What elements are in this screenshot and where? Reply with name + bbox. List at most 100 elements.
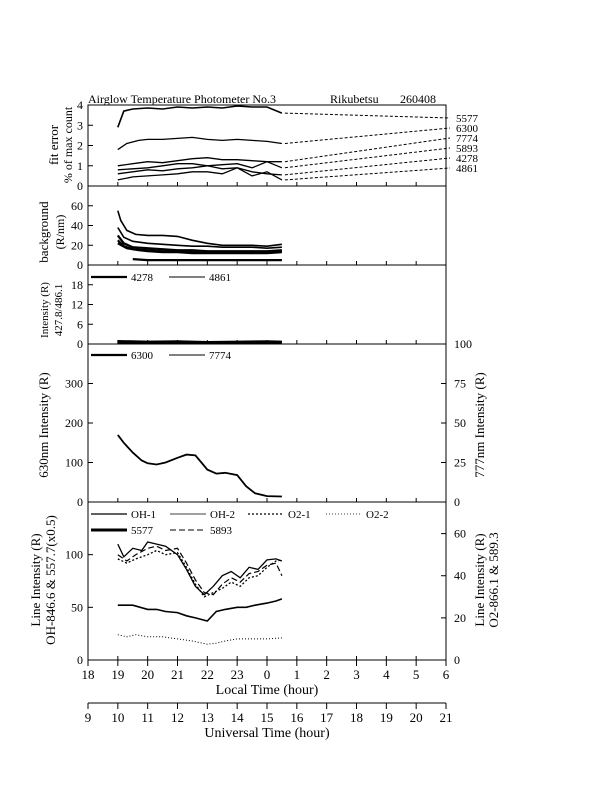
legend-label-4861: 4861: [209, 272, 231, 284]
legend-connector-6300: [284, 127, 451, 144]
y-tick-label: 20: [454, 611, 466, 625]
legend-label-5577: 5577: [131, 525, 154, 537]
y-tick-label: 2: [77, 139, 83, 153]
series-7774: [117, 157, 282, 167]
ut-tick-label: 19: [380, 710, 393, 725]
fit-error-legend-4278: 4278: [456, 153, 479, 165]
fit-error-legend-5893: 5893: [456, 143, 479, 155]
legend-connector-5893: [284, 147, 451, 169]
ut-tick-label: 14: [231, 710, 245, 725]
local-tick-label: 0: [264, 667, 271, 682]
local-tick-label: 5: [413, 667, 420, 682]
series-O2-1: [117, 549, 283, 598]
legend-label-O2-1: O2-1: [288, 509, 311, 521]
ut-tick-label: 20: [410, 710, 423, 725]
panel5-ylabel-left-1: Line Intensity (R): [28, 533, 43, 626]
panel5-ylabel-left-2: OH-846.6 & 557.7(x0.5): [43, 515, 58, 645]
panel3-ylabel-line2: 427.8/486.1: [53, 284, 65, 337]
y-tick-label: 18: [71, 278, 83, 292]
ut-tick-label: 15: [261, 710, 274, 725]
y-tick-label: 60: [454, 527, 466, 541]
series-bg-1: [117, 210, 283, 248]
station-name: Rikubetsu: [330, 92, 379, 106]
legend-label-4278: 4278: [131, 272, 154, 284]
y-tick-label: 100: [65, 548, 83, 562]
y-tick-label: 40: [454, 569, 466, 583]
ut-tick-label: 9: [85, 710, 92, 725]
series-5577: [117, 598, 283, 622]
y-tick-label: 50: [454, 416, 466, 430]
ut-tick-label: 13: [201, 710, 214, 725]
local-tick-label: 3: [353, 667, 360, 682]
local-time-axis-title: Local Time (hour): [216, 683, 319, 698]
local-tick-label: 20: [141, 667, 154, 682]
local-tick-label: 23: [231, 667, 244, 682]
legend-label-OH-1: OH-1: [131, 509, 156, 521]
y-tick-label: 6: [77, 317, 83, 331]
fit-error-legend-5577: 5577: [456, 113, 479, 125]
series-4861: [117, 339, 282, 343]
legend-connector-7774: [284, 137, 451, 163]
legend-connector-4861: [284, 167, 451, 181]
figure-title: Airglow Temperature Photometer No.3: [88, 92, 276, 106]
panel5-ylabel: Line Intensity (R) OH-846.6 & 557.7(x0.5…: [28, 515, 501, 645]
fit-error-legend-6300: 6300: [456, 123, 479, 135]
local-tick-label: 21: [171, 667, 184, 682]
panel5-ylabel-right-1: Line Intensity (R): [472, 533, 487, 626]
legend-label-5893: 5893: [210, 525, 233, 537]
y-tick-label: 4: [77, 98, 83, 112]
y-tick-label: 40: [71, 219, 83, 233]
panel-4-frame: [87, 343, 447, 503]
ut-axis-title: Universal Time (hour): [204, 726, 330, 741]
ut-tick-label: 12: [171, 710, 184, 725]
panel4-ylabel-left: 630nm Intensity (R): [36, 372, 51, 477]
y-tick-label: 25: [454, 456, 466, 470]
legend-label-O2-2: O2-2: [366, 509, 389, 521]
panel4-ylabel-right: 777nm Intensity (R): [472, 372, 487, 477]
figure-date: 260408: [400, 92, 436, 106]
y-tick-label: 3: [77, 118, 83, 132]
panel5-ylabel-right-2: O2-866.1 & 589.3: [486, 532, 501, 627]
local-tick-label: 18: [82, 667, 95, 682]
y-tick-label: 0: [77, 653, 83, 667]
ut-tick-label: 21: [440, 710, 453, 725]
local-tick-label: 19: [111, 667, 124, 682]
y-tick-label: 0: [77, 495, 83, 509]
panel2-ylabel-line1: background: [36, 201, 51, 263]
y-tick-label: 200: [65, 416, 83, 430]
y-tick-label: 12: [71, 298, 83, 312]
y-tick-label: 100: [454, 337, 472, 351]
local-tick-label: 22: [201, 667, 214, 682]
y-tick-label: 1: [77, 159, 83, 173]
series-4278: [117, 340, 282, 345]
series-bg-2: [117, 227, 282, 250]
ut-tick-label: 16: [290, 710, 304, 725]
legend-connector-4278: [284, 157, 451, 176]
ut-tick-label: 10: [111, 710, 124, 725]
series-bg-6: [132, 258, 282, 262]
fit-error-legend-4861: 4861: [456, 163, 478, 175]
local-tick-label: 2: [323, 667, 330, 682]
series-5893: [117, 160, 283, 171]
series-5893: [117, 545, 283, 596]
y-tick-label: 0: [454, 653, 460, 667]
series-O2-2: [117, 634, 282, 645]
y-tick-label: 60: [71, 199, 83, 213]
chart-panels: 18 19 20 21 22 23 0 1 2 3 4 5 69 10 11 12 13 14 15 16 17 18 19…: [65, 98, 479, 725]
panel4-ylabel: 630nm Intensity (R) 777nm Intensity (R): [36, 372, 487, 477]
panel1-ylabel: fit error % of max count: [46, 106, 75, 183]
panel1-ylabel-line1: fit error: [46, 124, 61, 165]
series-6300: [117, 434, 282, 498]
legend-label-OH-2: OH-2: [210, 509, 235, 521]
local-tick-label: 4: [383, 667, 390, 682]
ut-tick-label: 17: [320, 710, 334, 725]
panel1-ylabel-line2: % of max count: [61, 106, 75, 183]
y-tick-label: 0: [77, 258, 83, 272]
y-tick-label: 0: [77, 179, 83, 193]
y-tick-label: 100: [65, 456, 83, 470]
local-tick-label: 6: [443, 667, 450, 682]
legend-label-7774: 7774: [209, 350, 232, 362]
legend-connector-5577: [284, 112, 451, 119]
legend-label-6300: 6300: [131, 350, 154, 362]
